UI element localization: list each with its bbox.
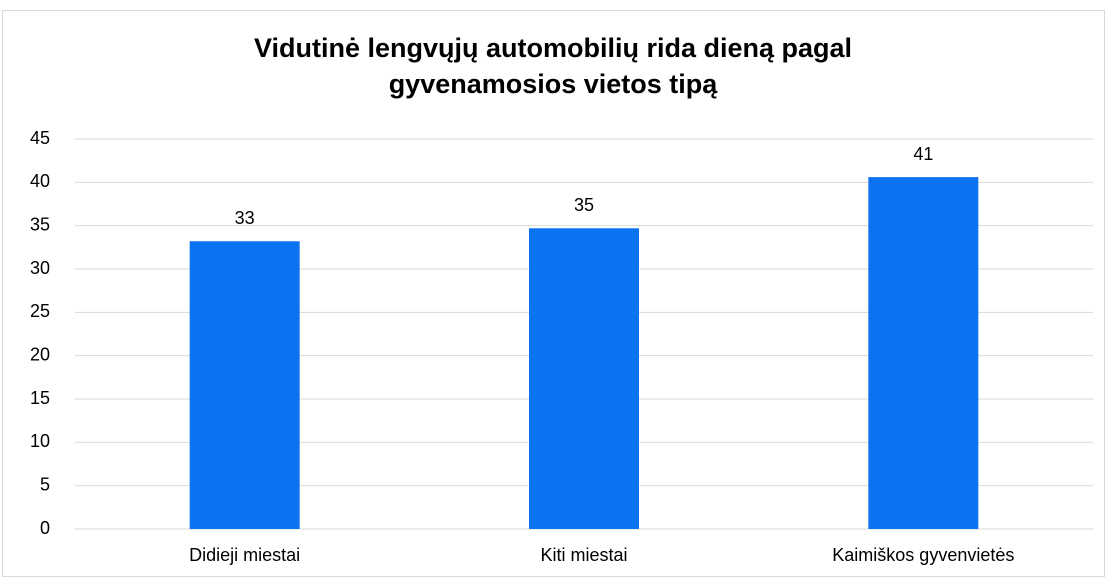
y-tick-label: 0	[40, 518, 50, 538]
y-tick-label: 15	[30, 388, 50, 408]
x-tick-label: Kaimiškos gyvenvietės	[832, 545, 1014, 565]
bar	[189, 241, 300, 529]
data-label: 41	[913, 144, 933, 164]
bar	[868, 177, 979, 529]
y-tick-label: 5	[40, 474, 50, 494]
y-tick-label: 10	[30, 431, 50, 451]
x-tick-label: Didieji miestai	[189, 545, 300, 565]
chart-title: Vidutinė lengvųjų automobilių rida dieną…	[253, 33, 853, 99]
bar	[529, 228, 639, 529]
y-tick-label: 20	[30, 344, 50, 364]
y-tick-label: 40	[30, 171, 50, 191]
x-tick-label: Kiti miestai	[540, 545, 627, 565]
y-tick-label: 45	[30, 128, 50, 148]
y-tick-label: 25	[30, 301, 50, 321]
data-label: 33	[235, 208, 255, 228]
data-label: 35	[574, 195, 594, 215]
y-tick-label: 35	[30, 214, 50, 234]
y-tick-label: 30	[30, 258, 50, 278]
